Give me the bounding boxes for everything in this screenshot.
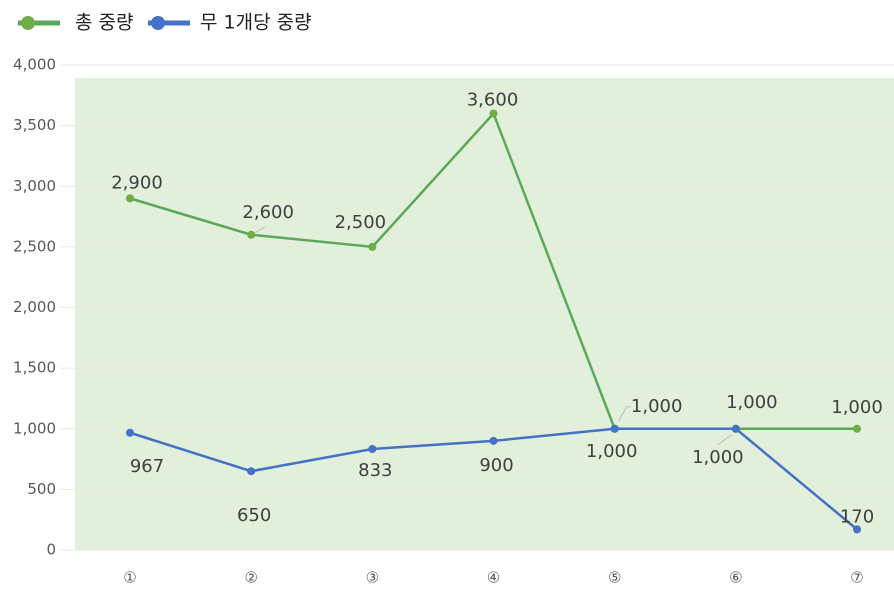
plot-background xyxy=(75,78,894,550)
point xyxy=(247,467,256,476)
point xyxy=(853,525,862,534)
data-label: 170 xyxy=(840,506,874,527)
y-tick-label: 500 xyxy=(27,480,56,498)
y-tick-label: 2,000 xyxy=(13,298,56,316)
leader-line xyxy=(254,226,266,234)
y-tick-label: 1,500 xyxy=(13,359,56,377)
leader-line xyxy=(717,434,733,446)
point xyxy=(731,424,740,433)
point xyxy=(126,194,134,203)
point xyxy=(610,424,619,433)
data-label: 900 xyxy=(479,455,513,476)
x-tick-label: ② xyxy=(244,569,257,587)
x-tick-label: ⑦ xyxy=(850,569,863,587)
data-label: 3,600 xyxy=(467,90,519,111)
y-tick-label: 0 xyxy=(46,541,56,559)
data-label: 967 xyxy=(130,456,164,477)
data-label: 2,600 xyxy=(242,202,294,223)
legend-label: 무 1개당 중량 xyxy=(200,12,312,34)
y-tick-label: 4,000 xyxy=(13,56,56,74)
data-label: 1,000 xyxy=(692,447,744,468)
y-tick-label: 3,500 xyxy=(13,116,56,134)
x-tick-label: ① xyxy=(123,569,136,587)
y-tick-label: 3,000 xyxy=(13,177,56,195)
data-label: 1,000 xyxy=(631,396,683,417)
point xyxy=(489,436,498,445)
point xyxy=(368,242,377,251)
point xyxy=(368,444,377,453)
data-label: 1,000 xyxy=(831,397,883,418)
point xyxy=(853,424,862,433)
x-tick-label: ③ xyxy=(366,569,379,587)
point xyxy=(489,109,498,118)
data-label: 2,900 xyxy=(111,172,163,193)
x-tick-label: ④ xyxy=(487,569,500,587)
data-label: 1,000 xyxy=(586,441,638,462)
x-tick-label: ⑤ xyxy=(608,569,621,587)
point xyxy=(126,428,134,437)
leader-line xyxy=(618,406,631,421)
data-label: 1,000 xyxy=(726,392,778,413)
legend-label: 총 중량 xyxy=(75,12,133,34)
y-tick-label: 1,000 xyxy=(13,419,56,437)
x-tick-label: ⑥ xyxy=(729,569,742,587)
data-label: 650 xyxy=(237,505,271,526)
legend-swatch xyxy=(151,16,165,30)
data-label: 833 xyxy=(358,460,392,481)
y-tick-label: 2,500 xyxy=(13,237,56,255)
point xyxy=(247,230,256,239)
data-label: 2,500 xyxy=(335,212,387,233)
legend-swatch xyxy=(21,16,35,30)
